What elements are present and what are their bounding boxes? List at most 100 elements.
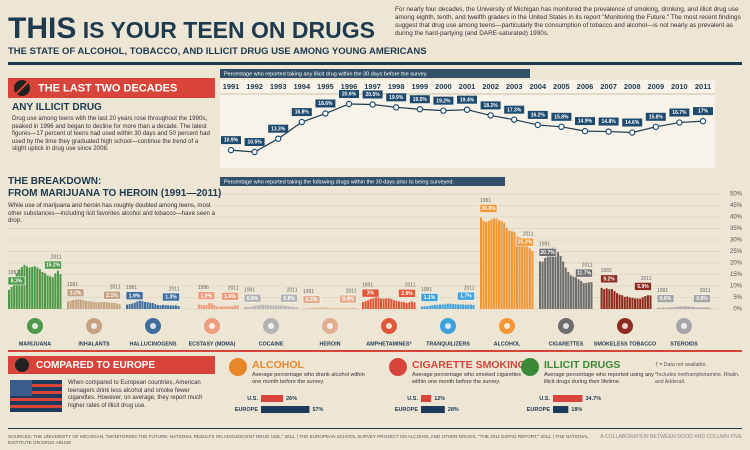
value-label: 11.7% [577, 271, 591, 277]
category-label: STEROIDS [670, 341, 698, 347]
bar [254, 305, 257, 309]
bar [256, 305, 259, 309]
credit: A COLLABORATION BETWEEN GOOD AND COLUMN … [600, 434, 742, 440]
value-label-box [693, 107, 713, 116]
bar [328, 308, 331, 309]
bar [544, 257, 547, 309]
bar [564, 267, 567, 309]
y-tick-label: 45% [730, 203, 743, 209]
bar [72, 300, 75, 309]
banner-title: COMPARED TO EUROPE [36, 360, 155, 371]
bar [539, 261, 542, 309]
value-label: 16.2% [531, 113, 546, 119]
bar [285, 306, 288, 309]
value-label-box [656, 294, 675, 303]
bar [336, 308, 339, 309]
bar [308, 308, 311, 309]
bar [169, 305, 172, 309]
bar [364, 301, 367, 309]
bar [508, 230, 511, 309]
bar [644, 296, 647, 309]
bar [546, 255, 549, 309]
bar [510, 231, 513, 309]
value-label-box [420, 293, 439, 302]
point [251, 148, 258, 156]
y-tick-label: 10% [730, 284, 743, 290]
value-label-box [315, 99, 336, 108]
bar [156, 305, 159, 309]
bar [392, 300, 395, 309]
value-label: 0.8% [247, 296, 259, 302]
bar [331, 308, 334, 309]
bar [587, 282, 590, 309]
bar [531, 251, 534, 309]
bar [572, 276, 575, 309]
x-tick-label: 2000 [435, 82, 452, 91]
bar [398, 301, 401, 309]
bar [56, 270, 59, 309]
bar [431, 305, 434, 309]
x-tick-label: 1994 [293, 82, 311, 91]
bar [92, 301, 95, 309]
value-label-box [598, 117, 619, 126]
bar [131, 303, 134, 309]
bar [236, 305, 239, 309]
bar [582, 283, 585, 309]
bar [380, 298, 383, 309]
bar [518, 237, 521, 309]
bar [680, 306, 683, 309]
category-label: MARIJUANA [19, 341, 51, 347]
drug-icon-inner [622, 323, 628, 329]
point [369, 101, 376, 108]
bar [233, 305, 236, 309]
drug-icon-inner [268, 323, 274, 329]
year-label: 2011 [582, 262, 593, 268]
bar [513, 232, 516, 309]
category-label: ALCOHOL [494, 341, 521, 347]
bar [449, 303, 452, 309]
year-label: 1991 [303, 289, 314, 295]
bar [516, 236, 519, 309]
year-label: 2011 [405, 283, 416, 289]
x-tick-label: 2009 [647, 82, 664, 91]
value-label: 5.9% [637, 284, 649, 290]
bar [374, 297, 377, 309]
category-label: COCAINE [259, 341, 284, 347]
year-label: 2011 [700, 288, 711, 294]
bar [700, 307, 703, 309]
bar [557, 252, 560, 309]
value-label: 16.8% [295, 110, 310, 116]
bar [423, 306, 426, 309]
value-label-box [244, 138, 265, 146]
bar [695, 307, 698, 309]
year-label: 1996 [198, 285, 209, 291]
x-tick-label: 2004 [529, 82, 547, 91]
bar [703, 307, 706, 309]
bar [639, 298, 642, 309]
bar [636, 298, 639, 309]
bar [100, 302, 103, 309]
value-label-box [480, 101, 501, 110]
bar [113, 303, 116, 309]
point [322, 110, 329, 117]
bar [149, 302, 152, 309]
bar [400, 301, 403, 309]
bar [264, 304, 267, 309]
bar [426, 306, 429, 309]
bar [682, 306, 685, 309]
bar [685, 306, 688, 309]
bar [105, 302, 108, 309]
bar [559, 255, 562, 309]
bar [659, 307, 662, 309]
x-tick-label: 2002 [482, 82, 499, 91]
panel-icon [229, 358, 247, 376]
bar [675, 307, 678, 309]
x-tick-label: 2001 [459, 82, 476, 91]
bar [215, 306, 218, 309]
bar [290, 306, 293, 309]
bar [503, 222, 506, 309]
value-label: 1.1% [424, 295, 436, 301]
value-label: 16.7% [672, 110, 687, 116]
bar [551, 247, 554, 309]
y-tick-label: 25% [730, 249, 743, 255]
